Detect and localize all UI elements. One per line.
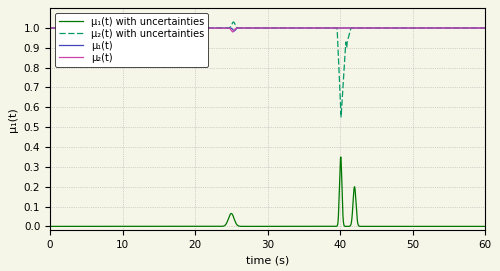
μ₂(t) bbox=[482, 26, 488, 30]
Line: μ₂(t): μ₂(t) bbox=[50, 28, 485, 32]
μ₂(t) bbox=[312, 26, 318, 30]
μ₁(t) with uncertainties bbox=[338, 155, 344, 159]
μ₂(t) with uncertainties bbox=[270, 26, 276, 30]
μ₂(t) bbox=[47, 26, 53, 30]
μ₁(t) with uncertainties bbox=[482, 225, 488, 228]
μ₁(t) with uncertainties bbox=[312, 225, 318, 228]
μ₂(t) bbox=[276, 26, 282, 30]
μ₂(t) with uncertainties bbox=[160, 26, 166, 30]
μ₁(t) with uncertainties bbox=[276, 225, 282, 228]
Y-axis label: μ₁(t): μ₁(t) bbox=[8, 107, 18, 132]
μ₁(t) bbox=[270, 26, 276, 30]
μ₁(t) bbox=[47, 26, 53, 30]
μ₁(t) with uncertainties bbox=[70, 225, 76, 228]
μ₁(t) bbox=[482, 26, 488, 30]
μ₁(t) bbox=[70, 26, 76, 30]
μ₁(t) bbox=[312, 26, 318, 30]
Legend: μ₁(t) with uncertainties, μ₂(t) with uncertainties, μ₁(t), μ₂(t): μ₁(t) with uncertainties, μ₂(t) with unc… bbox=[55, 13, 208, 67]
μ₂(t) bbox=[270, 26, 276, 30]
μ₂(t) with uncertainties bbox=[482, 26, 488, 30]
μ₂(t) with uncertainties bbox=[47, 26, 53, 30]
μ₂(t) bbox=[160, 26, 166, 30]
μ₁(t) bbox=[276, 26, 282, 30]
Line: μ₁(t) with uncertainties: μ₁(t) with uncertainties bbox=[50, 157, 485, 226]
μ₂(t) bbox=[112, 26, 117, 30]
μ₁(t) bbox=[231, 29, 237, 33]
μ₂(t) with uncertainties bbox=[70, 26, 76, 30]
μ₂(t) with uncertainties bbox=[112, 26, 117, 30]
μ₂(t) bbox=[230, 30, 235, 34]
μ₁(t) bbox=[112, 26, 117, 30]
X-axis label: time (s): time (s) bbox=[246, 256, 289, 266]
μ₁(t) with uncertainties bbox=[47, 225, 53, 228]
μ₂(t) with uncertainties bbox=[312, 26, 318, 30]
μ₂(t) with uncertainties bbox=[230, 20, 236, 24]
μ₁(t) with uncertainties bbox=[112, 225, 117, 228]
Line: μ₂(t) with uncertainties: μ₂(t) with uncertainties bbox=[50, 22, 485, 117]
Line: μ₁(t): μ₁(t) bbox=[50, 28, 485, 31]
μ₂(t) with uncertainties bbox=[338, 115, 344, 119]
μ₁(t) bbox=[160, 26, 166, 30]
μ₂(t) bbox=[70, 26, 76, 30]
μ₂(t) with uncertainties bbox=[276, 26, 282, 30]
μ₁(t) with uncertainties bbox=[160, 225, 166, 228]
μ₁(t) with uncertainties bbox=[270, 225, 276, 228]
